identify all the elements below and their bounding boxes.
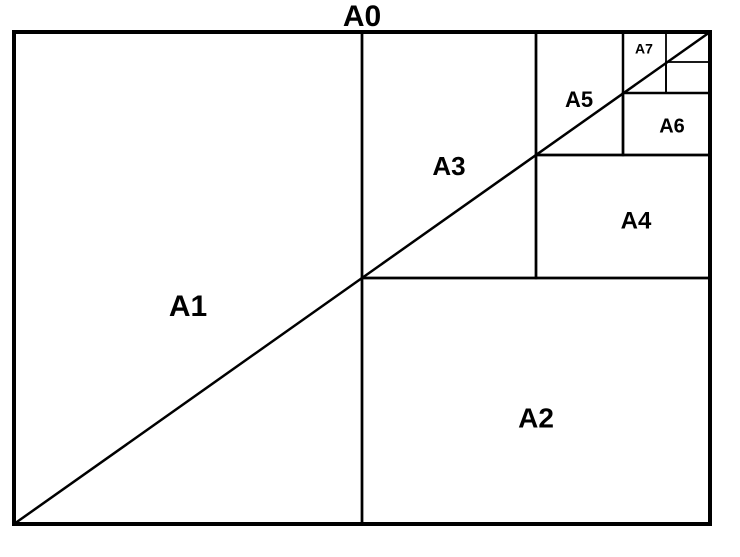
label-a3: A3 bbox=[432, 151, 465, 181]
label-a1: A1 bbox=[169, 290, 207, 323]
label-a7: A7 bbox=[635, 41, 653, 57]
paper-size-diagram: A0 A1 A2 A3 A4 A5 A6 A7 bbox=[0, 0, 740, 557]
label-a5: A5 bbox=[565, 87, 593, 112]
title-label: A0 bbox=[343, 0, 381, 33]
label-a4: A4 bbox=[621, 207, 652, 234]
label-a6: A6 bbox=[659, 115, 685, 137]
diagram-svg: A0 A1 A2 A3 A4 A5 A6 A7 bbox=[0, 0, 740, 557]
label-a2: A2 bbox=[518, 402, 554, 433]
